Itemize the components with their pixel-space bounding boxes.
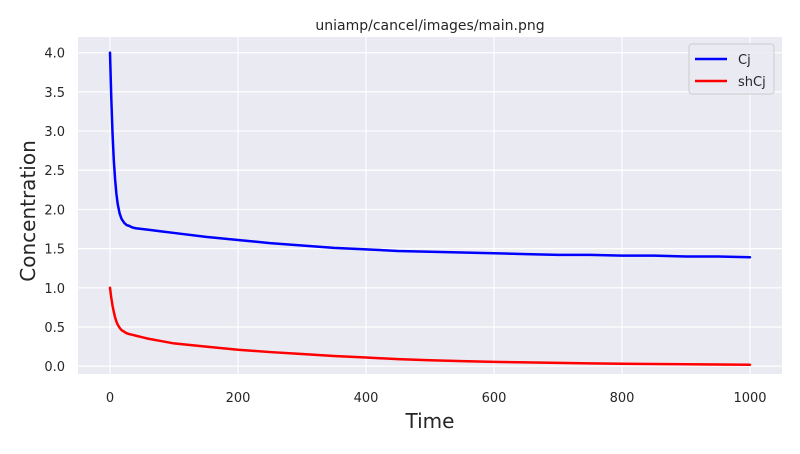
y-tick-label: 3.5 — [44, 86, 65, 101]
y-axis-label: Concentration — [16, 140, 40, 281]
x-tick-labels: 0 200 400 600 800 1000 — [106, 391, 767, 406]
x-axis-label: Time — [405, 409, 455, 433]
y-tick-label: 1.5 — [44, 243, 65, 258]
y-tick-label: 0.5 — [44, 321, 65, 336]
legend-label-shcj: shCj — [738, 75, 766, 90]
y-tick-labels: 0.0 0.5 1.0 1.5 2.0 2.5 3.0 3.5 4.0 — [44, 47, 65, 375]
legend: Cj shCj — [688, 43, 775, 95]
series-lines — [108, 51, 752, 366]
x-tick-label: 800 — [610, 391, 635, 406]
y-tick-label: 1.0 — [44, 282, 65, 297]
y-tick-label: 2.5 — [44, 164, 65, 179]
x-tick-label: 200 — [226, 391, 251, 406]
y-tick-label: 0.0 — [44, 360, 65, 375]
series-line-cj — [108, 51, 752, 259]
chart-title: uniamp/cancel/images/main.png — [315, 18, 544, 34]
x-tick-label: 1000 — [733, 391, 766, 406]
x-tick-label: 400 — [354, 391, 379, 406]
x-tick-label: 0 — [106, 391, 114, 406]
y-tick-label: 2.0 — [44, 203, 65, 218]
y-tick-label: 3.0 — [44, 125, 65, 140]
series-line-shcj — [108, 286, 752, 366]
x-tick-label: 600 — [482, 391, 507, 406]
y-tick-label: 4.0 — [44, 47, 65, 62]
legend-label-cj: Cj — [738, 53, 751, 68]
plot-area — [78, 37, 782, 374]
